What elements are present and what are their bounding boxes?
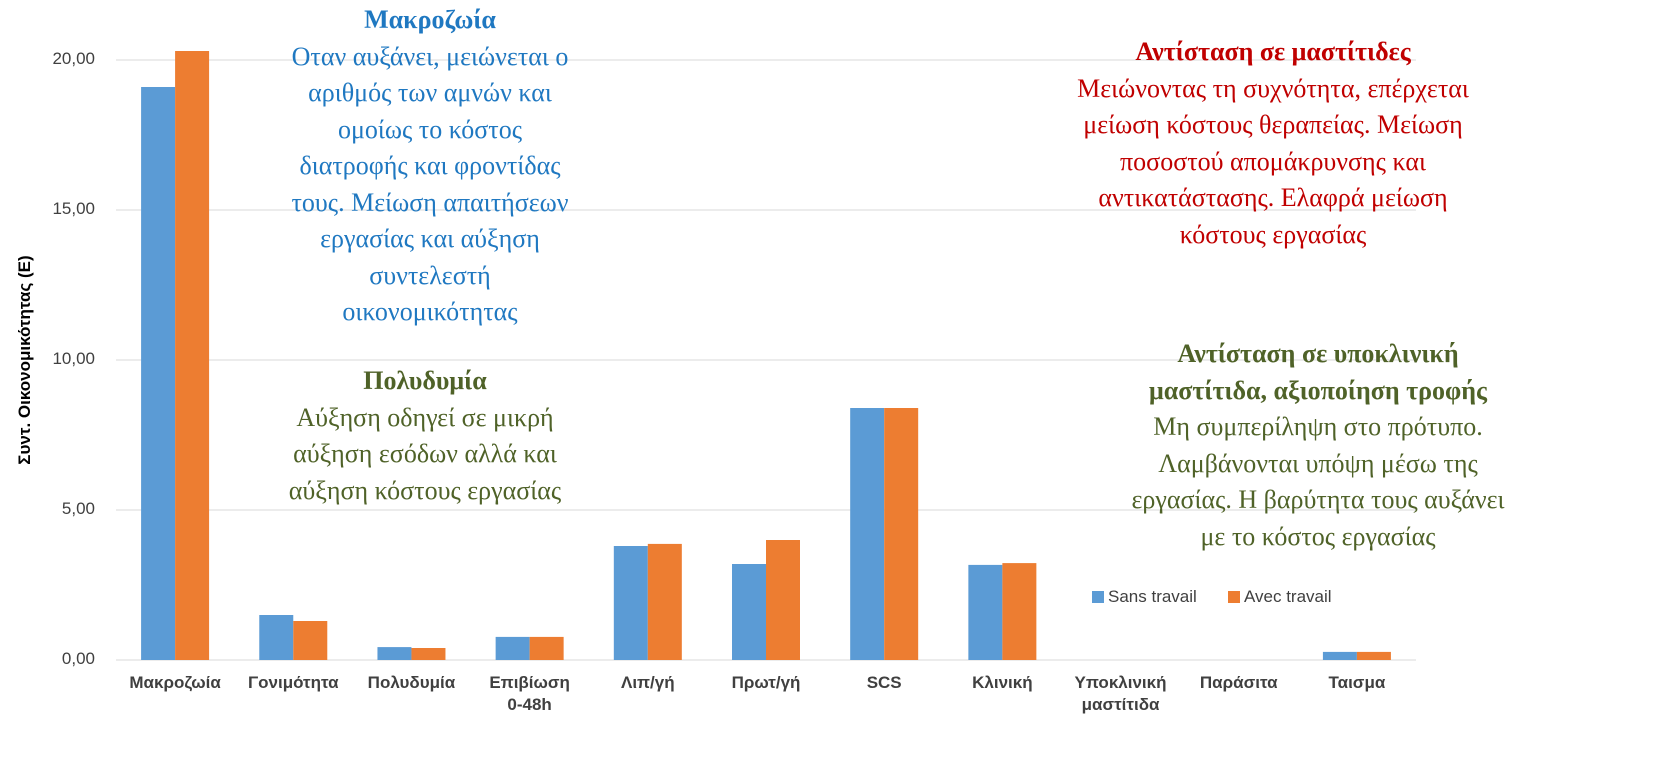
annotation-title: Πολυδυμία — [363, 366, 487, 395]
legend-item: Avec travail — [1228, 587, 1332, 607]
x-tick-label: Πολυδυμία — [367, 673, 456, 692]
bar — [411, 648, 446, 660]
x-tick-label: Ταισμα — [1328, 673, 1386, 692]
bar — [1002, 563, 1037, 660]
x-tick-label: Επιβίωση 0-48h — [489, 673, 570, 714]
y-tick-label: 0,00 — [61, 649, 95, 668]
bar — [884, 408, 919, 660]
bar — [732, 564, 766, 660]
bar — [647, 543, 682, 660]
y-tick-label: 15,00 — [52, 199, 95, 218]
legend-label: Avec travail — [1244, 587, 1332, 606]
x-tick-label: Κλινική — [972, 673, 1033, 692]
legend-item: Sans travail — [1092, 587, 1197, 607]
bar — [495, 636, 530, 660]
bar — [175, 51, 210, 660]
bar — [850, 408, 885, 660]
x-tick-label: SCS — [866, 673, 902, 692]
bar — [1322, 651, 1357, 660]
annotation-title: Αντίσταση σε μαστίτιδες — [1135, 37, 1411, 66]
legend-label: Sans travail — [1108, 587, 1197, 606]
legend-swatch — [1228, 591, 1240, 603]
bar — [293, 621, 328, 660]
annotation-text: Μη συμπερίληψη στο πρότυπο. Λαμβάνονται … — [1131, 412, 1505, 551]
y-tick-label: 20,00 — [52, 49, 95, 68]
annotation-text: Οταν αυξάνει, μειώνεται ο αριθμός των αμ… — [291, 41, 569, 327]
bar — [529, 636, 564, 660]
x-tick-label: Υποκλινική μαστίτιδα — [1074, 673, 1167, 714]
bar — [1356, 651, 1391, 660]
annotation-text: Μειώνοντας τη συχνότητα, επέρχεται μείωσ… — [1077, 73, 1469, 249]
bar — [766, 540, 800, 660]
legend-swatch — [1092, 591, 1104, 603]
annotation: Αντίσταση σε υποκλινική μαστίτιδα, αξιοπ… — [998, 336, 1638, 555]
bar — [613, 546, 648, 660]
bar — [259, 615, 294, 660]
bar — [968, 564, 1003, 660]
bar — [141, 87, 176, 660]
x-tick-label: Μακροζωία — [129, 673, 221, 692]
annotation-title: Αντίσταση σε υποκλινική μαστίτιδα, αξιοπ… — [1149, 339, 1487, 405]
y-tick-label: 10,00 — [52, 349, 95, 368]
annotation-title: Μακροζωία — [364, 5, 496, 34]
x-tick-label: Πρωτ/γή — [731, 673, 801, 692]
bar — [377, 647, 412, 660]
y-tick-label: 5,00 — [61, 499, 95, 518]
annotation-text: Αύξηση οδηγεί σε μικρή αύξηση εσόδων αλλ… — [288, 402, 562, 505]
annotation: Πολυδυμία Αύξηση οδηγεί σε μικρή αύξηση ε… — [105, 363, 745, 509]
annotation: Αντίσταση σε μαστίτιδες Μειώνοντας τη συχ… — [953, 34, 1593, 253]
x-tick-label: Παράσιτα — [1199, 673, 1278, 692]
x-tick-label: Γονιμότητα — [247, 673, 339, 692]
x-tick-label: Λιπ/γή — [620, 673, 675, 692]
annotation: Μακροζωία Οταν αυξάνει, μειώνεται ο αριθμ… — [110, 2, 750, 331]
